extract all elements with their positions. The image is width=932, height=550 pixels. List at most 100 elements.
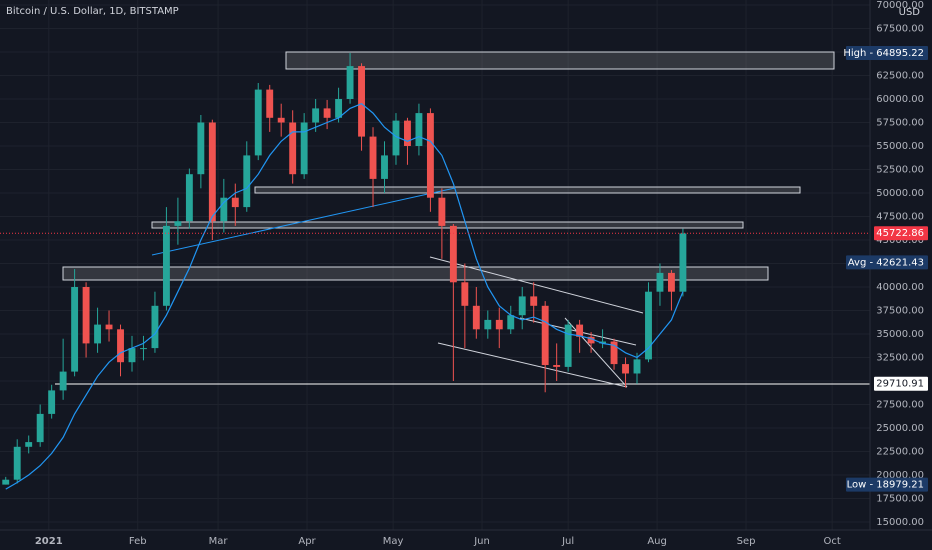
candle-body (667, 272, 675, 292)
candle-body (117, 329, 124, 363)
y-tick-label: 70000.00 (876, 0, 924, 11)
candle-body (518, 296, 526, 316)
y-tick-label: 45000.00 (876, 235, 924, 246)
price-label: 29710.91 (876, 379, 924, 390)
candle-body (369, 136, 377, 179)
x-tick-label: 2021 (35, 536, 63, 547)
candle-body (461, 282, 469, 306)
y-tick-label: 25000.00 (876, 423, 924, 434)
x-tick-label: Mar (209, 536, 229, 547)
candle-body (105, 324, 113, 330)
candle-body (656, 272, 664, 292)
trend-line (429, 256, 644, 314)
candle-body (36, 413, 44, 443)
candle-body (94, 324, 102, 344)
zone (151, 221, 744, 229)
candle-body (346, 66, 354, 99)
x-tick-label: Oct (823, 536, 840, 547)
candle-body (530, 296, 538, 306)
y-tick-label: 32500.00 (876, 353, 924, 364)
price-label: Low - 18979.21 (847, 480, 924, 491)
candle-body (254, 89, 262, 156)
candle-body (277, 117, 285, 123)
candle-body (426, 113, 434, 198)
price-label: High - 64895.22 (843, 48, 924, 59)
drawings (55, 51, 870, 388)
candle-body (289, 122, 297, 175)
candle-body (71, 287, 79, 372)
y-tick-label: 60000.00 (876, 94, 924, 105)
price-label-bg (846, 477, 928, 492)
y-tick-label: 37500.00 (876, 306, 924, 317)
y-tick-label: 22500.00 (876, 447, 924, 458)
candle-body (174, 221, 182, 226)
y-tick-label: 27500.00 (876, 400, 924, 411)
candle-body (162, 225, 170, 306)
candle-body (335, 99, 343, 118)
y-tick-label: 67500.00 (876, 24, 924, 35)
y-tick-label: 40000.00 (876, 282, 924, 293)
price-label-bg (874, 226, 928, 241)
y-tick-label: 47500.00 (876, 212, 924, 223)
chart-title: Bitcoin / U.S. Dollar, 1D, BITSTAMP (6, 6, 179, 17)
candle-body (185, 174, 193, 222)
candle-body (82, 287, 90, 344)
y-tick-label: 50000.00 (876, 188, 924, 199)
y-tick-label: 35000.00 (876, 329, 924, 340)
moving-average (5, 103, 684, 490)
candle-body (415, 113, 423, 146)
zone (62, 266, 769, 281)
candle-body (381, 155, 388, 179)
x-tick-label: Apr (298, 536, 316, 547)
candle-body (128, 348, 136, 363)
candle-body (633, 359, 641, 374)
candle-body (208, 122, 216, 222)
candle-body (140, 348, 147, 350)
candle-body (472, 305, 480, 330)
x-tick-label: Feb (129, 536, 147, 547)
currency: USD (899, 7, 921, 18)
candle-body (323, 108, 331, 118)
x-tick-label: Sep (737, 536, 756, 547)
candle-body (300, 122, 308, 175)
candle-body (507, 315, 515, 330)
y-tick-label: 52500.00 (876, 165, 924, 176)
price-label-bg (846, 45, 928, 60)
x-tick-label: Jun (473, 536, 490, 547)
candle-body (151, 305, 159, 349)
zone (254, 186, 801, 194)
candle-body (587, 336, 595, 344)
candle-body (48, 390, 56, 414)
candle-body (59, 371, 67, 391)
price-label: 45722.86 (876, 228, 924, 239)
price-label-bg (846, 255, 928, 270)
y-tick-label: 15000.00 (876, 517, 924, 528)
candle-body (645, 291, 652, 360)
x-tick-label: Aug (647, 536, 667, 547)
candle-body (404, 120, 411, 146)
candle-body (576, 324, 584, 337)
trend-line (151, 187, 456, 256)
y-tick-label: 62500.00 (876, 71, 924, 82)
candle-body (610, 341, 618, 365)
x-tick-label: Jul (561, 536, 574, 547)
candle-body (13, 446, 21, 480)
candle-body (220, 197, 228, 222)
price-label-bg (874, 376, 928, 391)
candle-body (438, 197, 446, 226)
y-tick-label: 55000.00 (876, 141, 924, 152)
candle-body (484, 319, 492, 330)
candle-body (599, 341, 607, 344)
candle-body (622, 364, 629, 374)
candle-body (197, 122, 205, 175)
candle-body (392, 120, 400, 156)
candle-body (266, 89, 274, 118)
candle-body (564, 324, 572, 367)
candle-body (449, 225, 457, 283)
y-tick-label: 57500.00 (876, 118, 924, 129)
candle-body (495, 319, 503, 330)
trend-line (564, 317, 628, 388)
candle-body (553, 365, 561, 367)
